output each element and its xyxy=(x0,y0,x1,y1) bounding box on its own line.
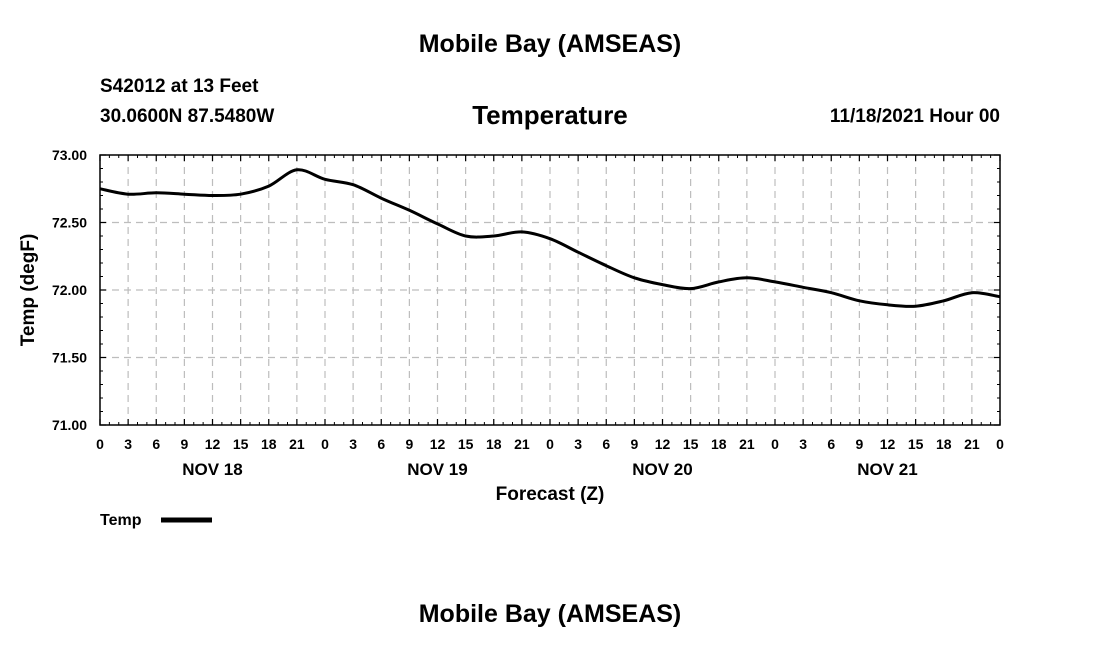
y-tick-label: 73.00 xyxy=(52,147,87,163)
x-tick-label: 18 xyxy=(261,436,277,452)
x-tick-label: 9 xyxy=(405,436,413,452)
y-axis-label: Temp (degF) xyxy=(18,234,39,347)
x-tick-label: 3 xyxy=(574,436,582,452)
x-tick-label: 3 xyxy=(349,436,357,452)
station-coordinates: 30.0600N 87.5480W xyxy=(100,106,275,127)
x-tick-label: 6 xyxy=(827,436,835,452)
x-tick-label: 15 xyxy=(683,436,699,452)
x-tick-label: 18 xyxy=(711,436,727,452)
forecast-datetime: 11/18/2021 Hour 00 xyxy=(829,106,1000,127)
x-tick-label: 0 xyxy=(771,436,779,452)
y-tick-label: 71.50 xyxy=(52,350,87,366)
y-tick-label: 72.50 xyxy=(52,215,87,231)
x-tick-label: 3 xyxy=(124,436,132,452)
legend: Temp xyxy=(100,512,212,529)
x-tick-label: 15 xyxy=(233,436,249,452)
y-tick-label: 72.00 xyxy=(52,282,87,298)
axis-labels: 0 3 6 9 12 15 18 21 0 3 6 9 12 15 18 21 0 3 6 9 12 15 18 21 0 3 6 9… xyxy=(52,147,1004,479)
x-tick-label: 15 xyxy=(458,436,474,452)
x-axis-label: Forecast (Z) xyxy=(496,484,605,505)
x-tick-label: 12 xyxy=(880,436,896,452)
x-tick-label: 15 xyxy=(908,436,924,452)
x-tick-label: 21 xyxy=(739,436,755,452)
x-tick-label: 12 xyxy=(655,436,671,452)
chart-title: Temperature xyxy=(472,100,628,130)
x-tick-label: 21 xyxy=(289,436,305,452)
x-tick-label: 12 xyxy=(430,436,446,452)
grid-lines xyxy=(100,155,1000,425)
x-tick-label: 12 xyxy=(205,436,221,452)
page-title: Mobile Bay (AMSEAS) xyxy=(418,30,682,58)
day-label: NOV 18 xyxy=(182,460,242,479)
x-tick-label: 6 xyxy=(602,436,610,452)
x-tick-label: 3 xyxy=(799,436,807,452)
day-label: NOV 21 xyxy=(857,460,917,479)
x-tick-label: 21 xyxy=(964,436,980,452)
tick-marks xyxy=(99,154,1001,426)
x-tick-label: 6 xyxy=(377,436,385,452)
station-label: S42012 at 13 Feet xyxy=(100,76,259,97)
x-tick-label: 21 xyxy=(514,436,530,452)
series-layer xyxy=(99,168,1001,308)
x-tick-label: 6 xyxy=(152,436,160,452)
x-tick-label: 9 xyxy=(630,436,638,452)
x-tick-label: 0 xyxy=(96,436,104,452)
x-tick-label: 0 xyxy=(546,436,554,452)
x-tick-label: 0 xyxy=(321,436,329,452)
x-tick-label: 18 xyxy=(936,436,952,452)
x-tick-label: 0 xyxy=(996,436,1004,452)
x-tick-label: 9 xyxy=(180,436,188,452)
footer-title: Mobile Bay (AMSEAS) xyxy=(418,600,682,628)
day-label: NOV 20 xyxy=(632,460,692,479)
x-tick-label: 18 xyxy=(486,436,502,452)
series-line-temp xyxy=(99,168,1001,308)
legend-label-temp: Temp xyxy=(100,512,142,529)
y-tick-label: 71.00 xyxy=(52,417,87,433)
day-label: NOV 19 xyxy=(407,460,467,479)
x-tick-label: 9 xyxy=(855,436,863,452)
